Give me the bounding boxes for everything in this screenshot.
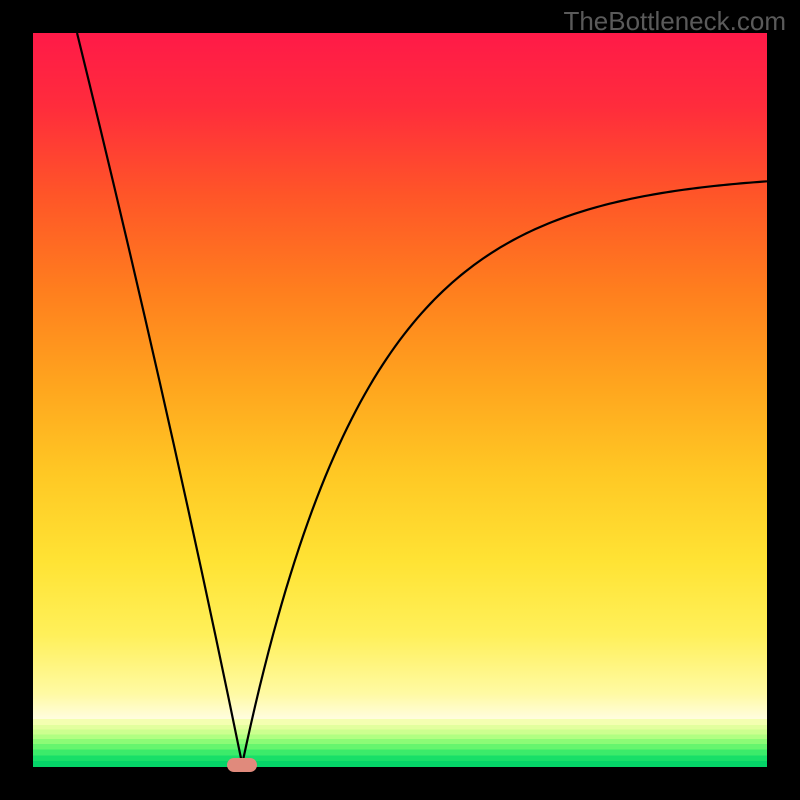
watermark-text: TheBottleneck.com (563, 6, 786, 37)
minimum-marker (227, 758, 257, 772)
curve-right-branch (242, 181, 767, 764)
curve-layer (33, 33, 767, 767)
curve-left-branch (77, 33, 242, 764)
